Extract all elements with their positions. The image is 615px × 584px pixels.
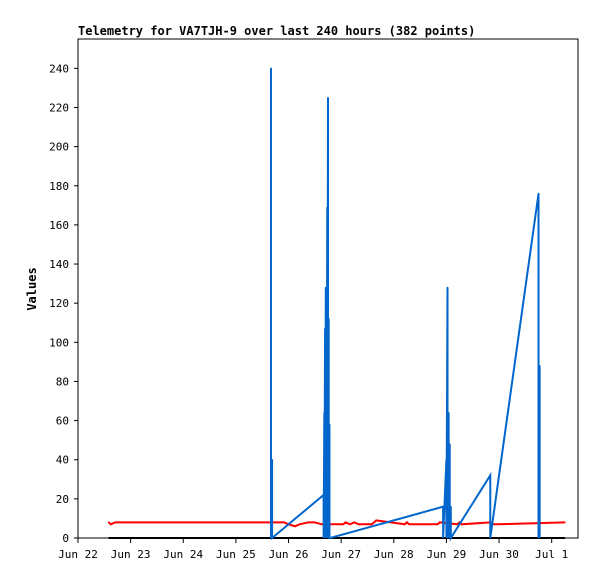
series-1 <box>107 519 566 528</box>
data-point <box>325 286 327 289</box>
data-point <box>344 521 347 524</box>
y-tick-label: 200 <box>49 141 69 154</box>
data-point <box>564 537 566 539</box>
x-tick-label: Jun 24 <box>163 548 203 561</box>
data-point <box>375 519 378 522</box>
y-tick-label: 80 <box>56 375 69 388</box>
y-tick-label: 120 <box>49 297 69 310</box>
y-tick-label: 100 <box>49 336 69 349</box>
data-point <box>450 505 452 508</box>
data-point <box>307 521 310 524</box>
data-point <box>448 443 451 445</box>
x-tick-label: Jun 30 <box>479 548 519 561</box>
data-point <box>442 505 444 508</box>
x-tick-label: Jun 28 <box>374 548 414 561</box>
data-point <box>328 423 331 426</box>
y-axis: 0 20 40 60 80 100 120 140 160 180 200 220 240 <box>49 62 78 545</box>
data-point <box>564 521 566 524</box>
data-point <box>107 537 110 539</box>
y-tick-label: 140 <box>49 258 69 271</box>
data-point <box>342 523 345 526</box>
data-point <box>353 521 356 524</box>
data-point <box>496 523 498 526</box>
data-point <box>326 206 329 209</box>
series-2-line <box>269 68 541 542</box>
data-point <box>408 523 410 526</box>
data-point <box>445 458 448 461</box>
data-point <box>294 525 296 528</box>
y-tick-label: 220 <box>49 101 69 114</box>
data-point <box>406 521 408 524</box>
data-point <box>327 318 330 320</box>
x-tick-label: Jun 23 <box>111 548 151 561</box>
x-tick-label: Jul 1 <box>535 548 568 561</box>
data-point <box>322 494 325 496</box>
data-point <box>314 521 316 524</box>
data-point <box>489 474 492 477</box>
series-2 <box>269 67 541 542</box>
y-tick-label: 240 <box>49 62 69 75</box>
data-point <box>456 523 459 526</box>
data-point <box>439 521 441 524</box>
y-tick-label: 180 <box>49 180 69 193</box>
data-point <box>323 411 326 414</box>
data-point <box>403 523 406 526</box>
x-tick-label: Jun 26 <box>269 548 309 561</box>
x-axis: Jun 22 Jun 23 Jun 24 Jun 25 Jun 26 Jun 27 Jun … <box>58 538 568 561</box>
series-0 <box>107 537 566 539</box>
data-point <box>460 523 463 526</box>
y-tick-label: 160 <box>49 219 69 232</box>
data-point <box>447 411 450 414</box>
data-point <box>271 458 273 461</box>
data-point <box>371 523 373 526</box>
data-point <box>110 523 112 526</box>
series-layer <box>107 67 566 542</box>
data-point <box>357 523 360 526</box>
data-point <box>349 523 351 526</box>
y-tick-label: 60 <box>56 415 69 428</box>
series-1-line <box>108 519 565 528</box>
data-point <box>446 286 449 289</box>
data-point <box>329 537 331 539</box>
data-point <box>327 96 329 99</box>
data-point <box>320 523 323 526</box>
data-point <box>410 523 413 526</box>
data-point <box>324 327 326 330</box>
data-point <box>298 523 301 526</box>
data-point <box>538 364 541 367</box>
data-point <box>436 523 439 526</box>
data-point <box>107 521 110 524</box>
y-tick-label: 40 <box>56 454 69 467</box>
x-tick-label: Jun 25 <box>216 548 256 561</box>
data-point <box>362 523 364 526</box>
x-tick-label: Jun 29 <box>427 548 467 561</box>
data-point <box>114 521 117 524</box>
y-axis-title: Values <box>25 267 39 310</box>
chart-title: Telemetry for VA7TJH-9 over last 240 hou… <box>78 24 475 38</box>
data-point <box>283 521 285 524</box>
x-tick-label: Jun 22 <box>58 548 98 561</box>
data-point <box>537 192 540 195</box>
data-point <box>325 425 328 428</box>
y-tick-label: 0 <box>62 532 69 545</box>
y-tick-label: 20 <box>56 493 69 506</box>
data-point <box>270 67 272 70</box>
x-tick-label: Jun 27 <box>321 548 361 561</box>
